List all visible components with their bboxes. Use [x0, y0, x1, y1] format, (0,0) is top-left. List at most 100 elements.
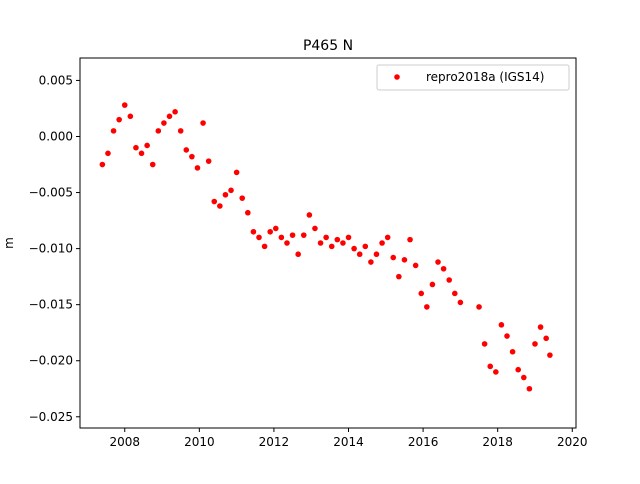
data-point — [228, 187, 234, 194]
x-tick-label: 2008 — [109, 435, 140, 449]
data-point — [412, 262, 419, 269]
data-point — [183, 147, 190, 153]
data-point — [166, 113, 173, 120]
x-tick-label: 2012 — [259, 435, 290, 449]
data-point — [515, 366, 521, 373]
data-point — [172, 109, 178, 115]
x-tick-label: 2016 — [408, 435, 439, 449]
legend-box — [376, 64, 570, 91]
data-point — [205, 158, 212, 164]
data-point — [424, 304, 430, 310]
data-point — [289, 232, 296, 238]
x-tick-label: 2014 — [333, 435, 364, 449]
data-point — [509, 348, 516, 355]
data-point — [384, 234, 391, 241]
x-tick-label: 2020 — [557, 435, 588, 449]
data-point — [334, 236, 341, 243]
data-point — [476, 304, 482, 310]
data-point — [250, 228, 257, 235]
data-point — [396, 273, 402, 280]
data-point — [127, 113, 134, 120]
data-point — [537, 324, 544, 330]
data-point — [498, 322, 505, 328]
data-point — [323, 234, 329, 241]
data-point — [481, 341, 488, 347]
plot-area-frame — [79, 57, 577, 429]
data-point — [261, 243, 268, 250]
data-point — [487, 363, 494, 370]
data-point — [504, 333, 510, 339]
data-point — [356, 251, 363, 258]
x-tick-label: 2018 — [482, 435, 513, 449]
data-point — [161, 120, 167, 126]
data-point — [351, 245, 357, 252]
data-point — [362, 243, 369, 250]
data-point — [295, 251, 301, 258]
legend: repro2018a (IGS14) — [376, 64, 570, 91]
data-point — [267, 228, 273, 235]
y-tick-label: −0.005 — [29, 186, 73, 200]
y-tick-label: −0.015 — [29, 298, 73, 312]
data-point — [440, 265, 447, 272]
data-point — [543, 335, 549, 342]
data-point — [284, 240, 290, 246]
data-point — [407, 236, 413, 243]
data-point — [105, 150, 111, 157]
data-point — [493, 369, 499, 375]
legend-label: repro2018a (IGS14) — [426, 70, 544, 84]
data-point — [116, 116, 122, 123]
data-point — [526, 385, 533, 392]
data-point — [368, 259, 374, 265]
data-point — [121, 102, 128, 108]
x-tick-label: 2010 — [184, 435, 215, 449]
data-point — [451, 290, 458, 297]
data-point — [532, 341, 538, 347]
data-point — [317, 240, 324, 246]
data-points — [99, 102, 553, 392]
data-point — [300, 232, 307, 238]
data-point — [155, 128, 162, 134]
x-axis: 2008 2010 2012 2014 2016 2018 2020 — [109, 428, 588, 449]
data-point — [429, 281, 436, 288]
y-tick-label: −0.020 — [29, 354, 73, 368]
data-point — [133, 144, 139, 151]
data-point — [340, 240, 346, 246]
y-tick-label: 0.000 — [39, 129, 73, 143]
data-point — [194, 165, 201, 171]
data-point — [256, 234, 262, 241]
data-point — [200, 120, 206, 126]
data-point — [177, 128, 184, 134]
data-point — [138, 150, 145, 157]
y-axis: 0.005 0.000 −0.005 −0.010 −0.015 −0.020 −0.025 — [29, 73, 80, 424]
data-point — [245, 209, 251, 216]
data-point — [144, 142, 150, 149]
data-point — [110, 128, 117, 134]
y-axis-label: m — [2, 237, 16, 249]
data-point — [239, 195, 246, 201]
data-point — [233, 169, 240, 176]
data-point — [373, 251, 380, 258]
data-point — [312, 225, 318, 232]
data-point — [418, 290, 425, 297]
legend-marker — [394, 74, 400, 80]
data-point — [547, 352, 553, 358]
data-point — [99, 161, 106, 168]
data-point — [189, 153, 195, 160]
data-point — [278, 234, 285, 241]
data-point — [520, 374, 527, 381]
data-point — [345, 234, 352, 241]
data-point — [328, 243, 335, 250]
data-point — [306, 212, 313, 218]
data-point — [435, 259, 441, 265]
y-tick-label: −0.010 — [29, 242, 73, 256]
data-point — [217, 203, 223, 209]
data-point — [390, 254, 397, 261]
data-point — [222, 191, 229, 198]
y-tick-label: −0.025 — [29, 410, 73, 424]
data-point — [272, 225, 279, 232]
data-point — [446, 277, 453, 283]
data-point — [401, 257, 408, 263]
data-point — [211, 198, 218, 205]
data-point — [457, 299, 464, 306]
data-point — [379, 240, 385, 246]
